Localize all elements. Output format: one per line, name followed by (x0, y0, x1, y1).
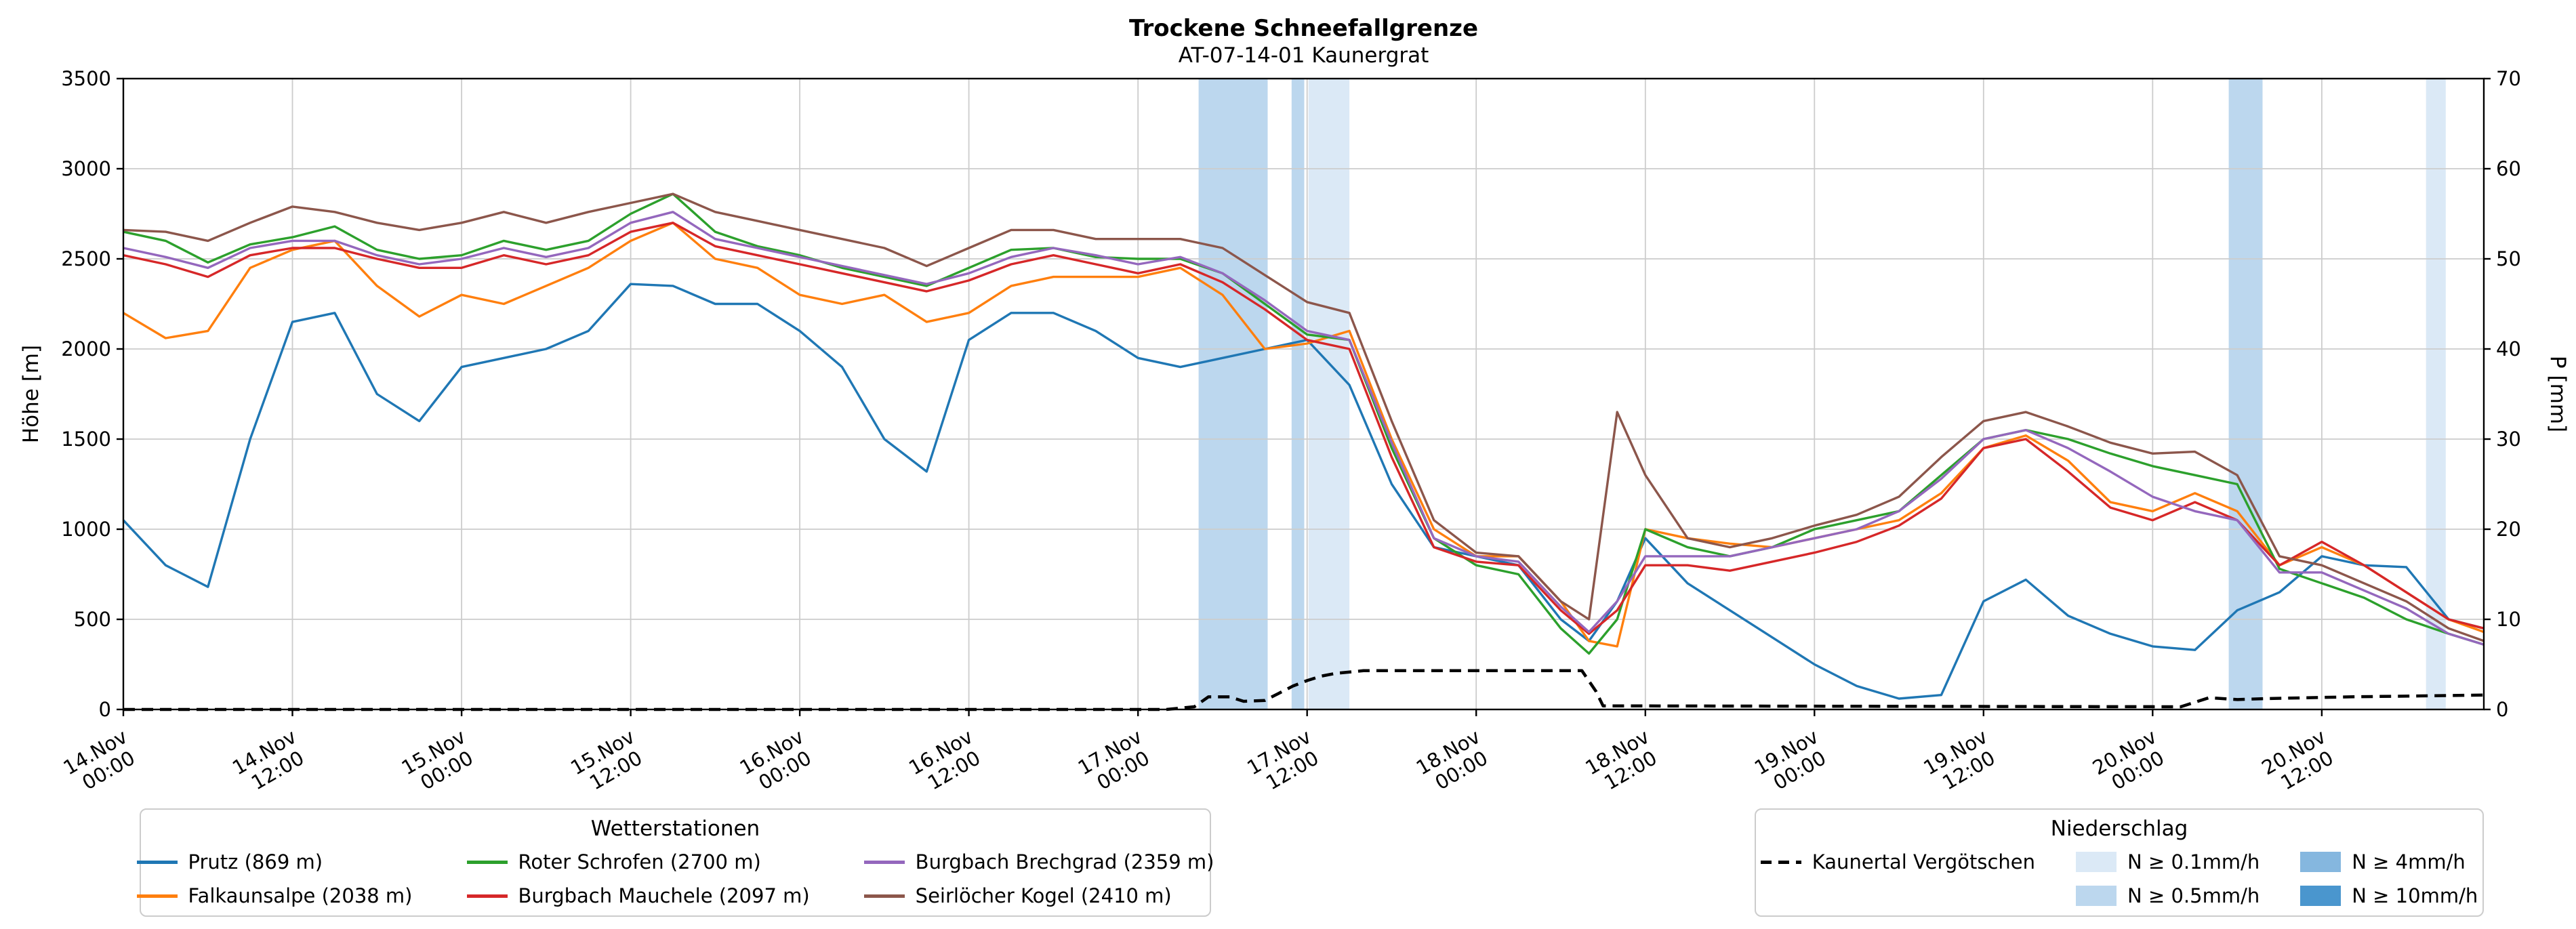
x-tick-label: 20.Nov12:00 (2257, 725, 2340, 799)
line-swatch-seirloecher-kogel (863, 894, 905, 898)
legend-niederschlag: Niederschlag Kaunertal Vergötschen N ≥ 0… (1755, 808, 2484, 917)
y-right-tick-label: 30 (2496, 428, 2521, 451)
x-tick-label: 14.Nov00:00 (60, 725, 142, 799)
y-right-tick-label: 70 (2496, 67, 2521, 90)
y-left-tick-label: 3500 (61, 67, 111, 90)
band-swatch-10 (2300, 886, 2342, 906)
legend-precip-grid: Kaunertal Vergötschen N ≥ 0.1mm/h N ≥ 4m… (1756, 850, 2482, 907)
band-swatch-4 (2300, 852, 2342, 872)
legend-item-n-4: N ≥ 4mm/h (2300, 850, 2478, 873)
series-kaunertal_vergoetschen (123, 669, 2485, 711)
y-left-tick-label: 2500 (61, 247, 111, 270)
y-left-axis-label: Höhe [m] (19, 345, 43, 443)
legend-label-prutz: Prutz (869 m) (188, 850, 323, 873)
series-burgbach_brechgrad (123, 211, 2485, 646)
x-tick-label: 16.Nov12:00 (905, 725, 987, 799)
legend-stations-grid: Prutz (869 m) Roter Schrofen (2700 m) Bu… (136, 850, 1214, 907)
legend-item-roter-schrofen: Roter Schrofen (2700 m) (466, 850, 810, 873)
precip-band (1198, 79, 1268, 709)
legend-item-n-0-5: N ≥ 0.5mm/h (2076, 884, 2260, 907)
x-tick-label: 20.Nov00:00 (2089, 725, 2171, 799)
legend-label-burgbach-brechgrad: Burgbach Brechgrad (2359 m) (915, 850, 1214, 873)
legend-label-kaunertal-vergoetschen: Kaunertal Vergötschen (1812, 850, 2036, 873)
legend-item-kaunertal-vergoetschen: Kaunertal Vergötschen (1760, 850, 2036, 873)
legend-item-burgbach-brechgrad: Burgbach Brechgrad (2359 m) (863, 850, 1214, 873)
precip-bands (1198, 79, 2446, 709)
legend-label-roter-schrofen: Roter Schrofen (2700 m) (518, 850, 761, 873)
series-seirloecher_kogel (123, 192, 2485, 642)
legend-label-n-4: N ≥ 4mm/h (2352, 850, 2466, 873)
x-tick-label: 18.Nov00:00 (1412, 725, 1495, 799)
x-tick-label: 16.Nov00:00 (736, 725, 819, 799)
x-tick-label: 15.Nov00:00 (398, 725, 481, 799)
x-tick-label: 14.Nov12:00 (228, 725, 311, 799)
legend-item-n-10: N ≥ 10mm/h (2300, 884, 2478, 907)
line-swatch-burgbach-brechgrad (863, 860, 905, 864)
legend-item-seirloecher-kogel: Seirlöcher Kogel (2410 m) (863, 884, 1214, 907)
legend-label-seirloecher-kogel: Seirlöcher Kogel (2410 m) (915, 884, 1172, 907)
y-right-tick-label: 60 (2496, 157, 2521, 180)
y-left-tick-label: 1500 (61, 428, 111, 451)
precip-band (2228, 79, 2263, 709)
chart-title: Trockene Schneefallgrenze (1128, 15, 1479, 42)
series-burgbach_mauchele (123, 222, 2485, 635)
x-tick-label: 17.Nov12:00 (1243, 725, 1326, 799)
series-roter_schrofen (123, 192, 2485, 655)
legend-item-n-0-1: N ≥ 0.1mm/h (2076, 850, 2260, 873)
legend-label-n-0-1: N ≥ 0.1mm/h (2127, 850, 2260, 873)
band-swatch-0-5 (2076, 886, 2117, 906)
line-swatch-burgbach-mauchele (466, 894, 508, 898)
legend-item-falkaunsalpe: Falkaunsalpe (2038 m) (136, 884, 413, 907)
x-tick-label: 17.Nov00:00 (1074, 725, 1157, 799)
plot-border (122, 77, 2485, 711)
precip-band (1291, 79, 1305, 709)
y-right-tick-label: 0 (2496, 698, 2508, 721)
precip-band (1308, 79, 1350, 709)
y-right-tick-label: 40 (2496, 337, 2521, 360)
legend-label-burgbach-mauchele: Burgbach Mauchele (2097 m) (518, 884, 810, 907)
dashed-line-swatch (1760, 860, 1801, 864)
y-right-axis-label: P [mm] (2546, 356, 2570, 432)
legend-item-prutz: Prutz (869 m) (136, 850, 413, 873)
y-left-tick-label: 3000 (61, 157, 111, 180)
line-swatch-prutz (136, 860, 178, 864)
y-left-tick-label: 2000 (61, 337, 111, 360)
legend-precip-title: Niederschlag (2050, 817, 2188, 841)
legend-stations-title: Wetterstationen (590, 817, 760, 841)
y-left-tick-label: 500 (74, 608, 111, 631)
legend-label-n-0-5: N ≥ 0.5mm/h (2127, 884, 2260, 907)
y-right-tick-label: 10 (2496, 608, 2521, 631)
x-tick-label: 15.Nov12:00 (567, 725, 649, 799)
legend-label-falkaunsalpe: Falkaunsalpe (2038 m) (188, 884, 413, 907)
x-tick-label: 18.Nov12:00 (1581, 725, 1664, 799)
chart-subtitle: AT-07-14-01 Kaunergrat (1178, 43, 1429, 68)
x-tick-label: 19.Nov00:00 (1751, 725, 1833, 799)
y-right-tick-label: 50 (2496, 247, 2521, 270)
band-swatch-0-1 (2076, 852, 2117, 872)
chart-canvas: 0 500 1000 1500 2000 2500 3000 3500 0 10 20 30 40 50 6… (19, 67, 2570, 799)
line-swatch-falkaunsalpe (136, 894, 178, 898)
legend-wetterstationen: Wetterstationen Prutz (869 m) Roter Schr… (136, 808, 1214, 917)
x-tick-label: 19.Nov12:00 (1919, 725, 2002, 799)
series-prutz (122, 283, 2485, 700)
legend-label-n-10: N ≥ 10mm/h (2352, 884, 2478, 907)
y-left-tick-label: 1000 (61, 518, 111, 541)
y-right-tick-label: 20 (2496, 518, 2521, 541)
y-left-tick-label: 0 (99, 698, 111, 721)
line-swatch-roter-schrofen (466, 860, 508, 864)
legend-item-burgbach-mauchele: Burgbach Mauchele (2097 m) (466, 884, 810, 907)
